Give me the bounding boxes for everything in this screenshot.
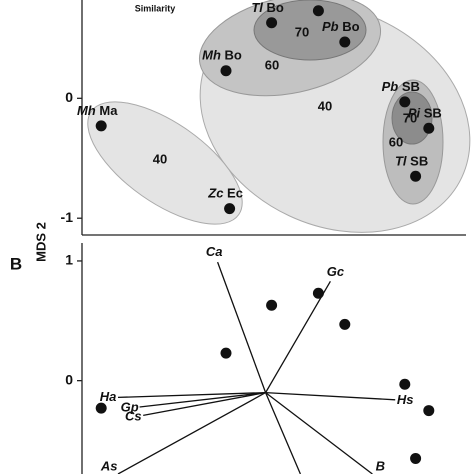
vector	[265, 392, 373, 474]
contour-label: 40	[318, 98, 332, 113]
point	[220, 65, 232, 77]
point	[312, 5, 324, 17]
point	[95, 402, 107, 414]
label-genus: Zc	[207, 186, 224, 201]
point	[339, 36, 351, 48]
label-site: SB	[407, 154, 429, 169]
vector-label: Gp	[121, 400, 139, 415]
point	[399, 96, 411, 108]
point	[95, 120, 107, 132]
label-site: Ec	[223, 186, 243, 201]
label-site: SB	[420, 106, 442, 121]
point-label: Tl Bo	[251, 0, 284, 15]
label-site: Bo	[221, 48, 242, 63]
point-label: Pb SB	[382, 79, 420, 94]
label-site: SB	[398, 79, 420, 94]
point-label: Tl SB	[395, 154, 428, 169]
point	[399, 378, 411, 390]
label-genus: Pi	[408, 106, 421, 121]
contour-label: 60	[389, 134, 403, 149]
group-ellipse	[87, 101, 243, 225]
point	[220, 347, 232, 359]
point	[410, 452, 422, 464]
point	[423, 405, 435, 417]
point-label: Pi SB	[408, 106, 442, 121]
vector-label: Cs	[125, 409, 142, 424]
point-label: Pb Bo	[322, 19, 360, 34]
point-label: Mh Ma	[77, 103, 118, 118]
vector	[117, 392, 266, 474]
label-genus: Mh	[77, 103, 96, 118]
y-tick-label: -1	[61, 209, 74, 225]
vector-label: B	[376, 458, 385, 473]
vector	[143, 391, 266, 416]
point	[410, 170, 422, 182]
point	[224, 203, 236, 215]
point	[312, 287, 324, 299]
vector-label: Gc	[327, 264, 345, 279]
vector-label: Ca	[206, 244, 223, 259]
vector	[139, 391, 266, 408]
y-tick-label: 1	[65, 252, 73, 268]
point-label: Zc Ec	[207, 186, 243, 201]
vector	[117, 391, 266, 399]
label-site: Ma	[96, 103, 118, 118]
vector	[216, 261, 267, 393]
contour-label: 70	[295, 24, 309, 39]
point	[339, 318, 351, 330]
vector	[265, 280, 331, 393]
label-genus: Pb	[382, 79, 399, 94]
point	[266, 17, 278, 29]
y-axis-label: MDS 2	[33, 222, 48, 262]
label-site: Bo	[263, 0, 284, 15]
contour-label: 40	[153, 151, 167, 166]
vector-label: As	[100, 458, 118, 473]
label-genus: Tl	[251, 0, 263, 15]
contour-label: 70	[403, 110, 417, 125]
label-genus: Pb	[322, 19, 339, 34]
vector-label: Hs	[397, 392, 414, 407]
label-genus: Mh	[202, 48, 221, 63]
group-ellipse	[253, 0, 367, 61]
group-ellipses	[87, 0, 471, 233]
y-tick-label: 0	[65, 89, 73, 105]
point-label: Mh Bo	[202, 48, 242, 63]
vector-label: Ha	[100, 389, 117, 404]
point	[423, 122, 435, 134]
label-site: Bo	[339, 19, 360, 34]
label-genus: Tl	[395, 154, 407, 169]
panel-label: B	[10, 254, 22, 273]
y-tick-label: 0	[65, 371, 73, 387]
legend-title: Similarity	[135, 3, 176, 13]
contour-label: 60	[265, 57, 279, 72]
vector	[265, 391, 396, 401]
point	[266, 299, 278, 311]
vector	[265, 392, 301, 474]
